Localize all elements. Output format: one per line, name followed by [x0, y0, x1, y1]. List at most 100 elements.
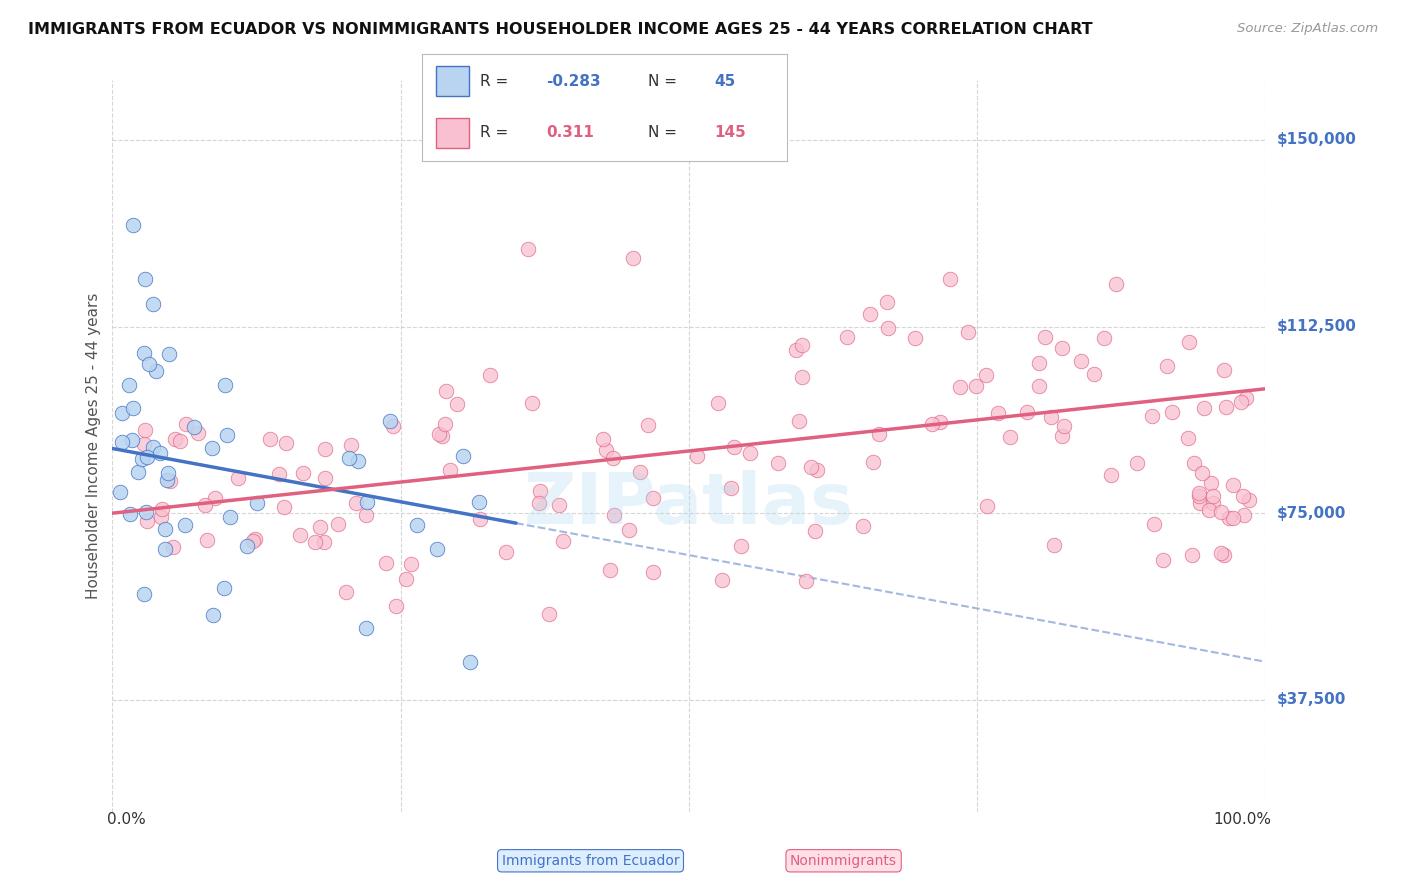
Point [876, 294, 898, 309]
Point [111, 435, 134, 450]
Point [458, 656, 481, 670]
Point [516, 243, 538, 257]
Point [1188, 485, 1211, 500]
Point [686, 450, 709, 464]
Point [723, 440, 745, 454]
Point [169, 434, 191, 448]
Point [852, 518, 875, 533]
Point [868, 426, 890, 441]
Point [1070, 354, 1092, 368]
Point [1202, 489, 1225, 503]
Point [599, 563, 621, 577]
Text: N =: N = [648, 74, 678, 89]
Point [267, 467, 290, 482]
Point [1050, 429, 1073, 443]
Point [328, 516, 350, 531]
Point [720, 481, 742, 495]
Point [1198, 503, 1220, 517]
Point [553, 534, 575, 549]
Point [142, 297, 165, 311]
Point [354, 508, 377, 523]
Point [346, 496, 368, 510]
Point [120, 507, 142, 521]
Text: 0.311: 0.311 [546, 125, 593, 140]
Point [1156, 359, 1178, 374]
Point [1209, 505, 1232, 519]
Point [451, 449, 474, 463]
Point [1191, 467, 1213, 481]
Point [135, 505, 157, 519]
Point [375, 556, 398, 570]
Point [202, 607, 225, 622]
Point [228, 471, 250, 485]
Text: R =: R = [481, 74, 509, 89]
Point [335, 585, 357, 599]
Point [707, 396, 730, 410]
Point [1142, 409, 1164, 424]
Point [384, 599, 406, 613]
Point [790, 370, 813, 384]
Point [790, 338, 813, 352]
Point [183, 419, 205, 434]
Point [134, 346, 156, 360]
Point [236, 539, 259, 553]
Point [356, 495, 378, 509]
Point [1232, 490, 1254, 504]
Point [132, 437, 155, 451]
Point [1234, 392, 1257, 406]
Point [406, 518, 429, 533]
Point [1033, 330, 1056, 344]
Point [288, 528, 311, 542]
Point [214, 378, 236, 392]
Text: N =: N = [648, 125, 678, 140]
Point [603, 508, 626, 523]
Point [974, 368, 997, 382]
Point [378, 414, 401, 428]
Point [135, 450, 157, 465]
Point [243, 532, 266, 546]
Point [621, 251, 644, 265]
Text: $37,500: $37,500 [1277, 692, 1346, 707]
Point [1233, 508, 1256, 522]
Point [876, 320, 898, 334]
Point [520, 395, 543, 409]
Text: ZIPatlas: ZIPatlas [524, 470, 853, 539]
Point [537, 607, 560, 621]
Point [1177, 431, 1199, 445]
Text: 100.0%: 100.0% [1213, 812, 1271, 827]
Point [806, 463, 828, 477]
Point [862, 455, 884, 469]
Point [1028, 378, 1050, 392]
Point [108, 484, 131, 499]
Point [134, 272, 156, 286]
Point [799, 460, 821, 475]
Text: $150,000: $150,000 [1277, 133, 1357, 147]
Point [193, 499, 215, 513]
Point [312, 535, 335, 549]
Point [155, 542, 177, 557]
Point [111, 406, 134, 420]
Point [1143, 516, 1166, 531]
Text: Immigrants from Ecuador: Immigrants from Ecuador [502, 854, 679, 868]
Point [619, 523, 641, 537]
Text: 45: 45 [714, 74, 735, 89]
Point [1239, 493, 1261, 508]
Point [1188, 490, 1211, 504]
Point [212, 581, 235, 595]
Point [427, 427, 450, 442]
Point [291, 466, 314, 480]
Point [195, 533, 218, 547]
Point [740, 446, 762, 460]
Point [187, 426, 209, 441]
Point [314, 471, 336, 485]
Point [439, 463, 461, 477]
Point [149, 446, 172, 460]
Point [1192, 401, 1215, 415]
Point [1152, 553, 1174, 567]
Point [966, 378, 988, 392]
Point [215, 428, 238, 442]
Point [1202, 496, 1225, 510]
Point [711, 573, 734, 587]
Point [432, 429, 454, 443]
Point [1126, 456, 1149, 470]
